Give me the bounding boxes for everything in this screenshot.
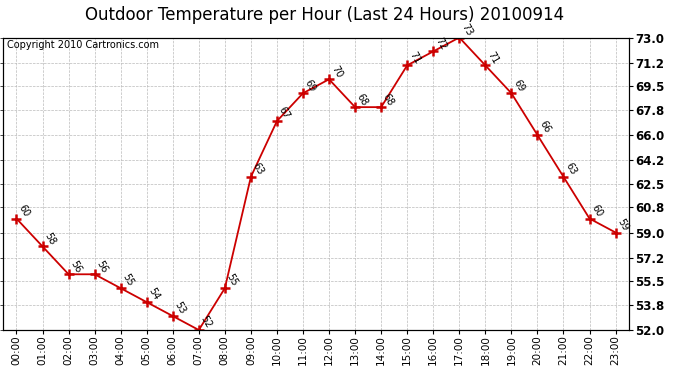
Text: 54: 54 xyxy=(147,286,161,302)
Text: Copyright 2010 Cartronics.com: Copyright 2010 Cartronics.com xyxy=(7,40,159,50)
Text: 71: 71 xyxy=(407,50,422,65)
Text: 63: 63 xyxy=(564,161,578,177)
Text: 60: 60 xyxy=(17,203,31,219)
Text: 52: 52 xyxy=(199,314,214,330)
Text: Outdoor Temperature per Hour (Last 24 Hours) 20100914: Outdoor Temperature per Hour (Last 24 Ho… xyxy=(85,6,564,24)
Text: 55: 55 xyxy=(121,272,135,288)
Text: 56: 56 xyxy=(68,259,83,274)
Text: 56: 56 xyxy=(95,259,110,274)
Text: 53: 53 xyxy=(172,300,188,316)
Text: 55: 55 xyxy=(225,272,239,288)
Text: 59: 59 xyxy=(615,217,631,232)
Text: 71: 71 xyxy=(485,50,500,65)
Text: 60: 60 xyxy=(589,203,604,219)
Text: 63: 63 xyxy=(251,161,266,177)
Text: 58: 58 xyxy=(43,231,57,246)
Text: 73: 73 xyxy=(460,22,474,38)
Text: 69: 69 xyxy=(303,78,318,93)
Text: 72: 72 xyxy=(433,36,448,51)
Text: 69: 69 xyxy=(511,78,526,93)
Text: 68: 68 xyxy=(355,92,370,107)
Text: 70: 70 xyxy=(329,64,344,79)
Text: 67: 67 xyxy=(277,105,292,121)
Text: 68: 68 xyxy=(381,92,396,107)
Text: 66: 66 xyxy=(538,119,552,135)
